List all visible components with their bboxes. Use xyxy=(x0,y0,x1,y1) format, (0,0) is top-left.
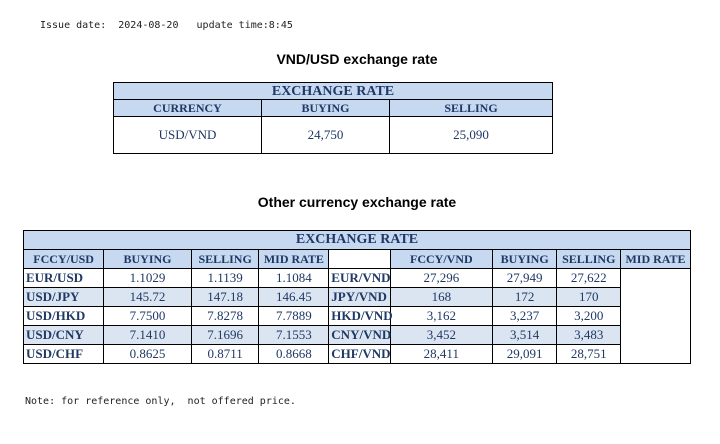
vnd-mid-rate-cell: 170 xyxy=(556,287,622,307)
right-buying-header: BUYING xyxy=(491,249,558,269)
issue-date-line: Issue date: 2024-08-20 update time:8:45 xyxy=(40,20,293,31)
exchange-rate-band: EXCHANGE RATE xyxy=(113,81,553,101)
vnd-pair-cell: CNY/VND xyxy=(328,325,391,345)
vnd-selling-cell: 3,237 xyxy=(491,306,558,326)
table-row: USD/HKD 7.7500 7.8278 7.7889 HKD/VND 3,162 3,2… xyxy=(22,306,691,326)
buying-cell: 24,750 xyxy=(261,116,390,154)
selling-cell: 25,090 xyxy=(389,116,553,154)
vnd-buying-cell: 27,296 xyxy=(389,268,493,288)
vnd-selling-cell: 172 xyxy=(491,287,558,307)
vnd-mid-rate-cell: 28,751 xyxy=(556,344,622,364)
fccy-vnd-header: FCCY/VND xyxy=(389,249,493,269)
right-selling-header: SELLING xyxy=(556,249,622,269)
usd-selling-cell: 7.1696 xyxy=(190,325,260,345)
table-row: USD/CHF 0.8625 0.8711 0.8668 CHF/VND 28,411 29… xyxy=(22,344,691,364)
usd-mid-rate-cell: 7.7889 xyxy=(258,306,330,326)
vnd-pair-cell: CHF/VND xyxy=(328,344,391,364)
reference-note: Note: for reference only, not offered pr… xyxy=(25,396,296,407)
vnd-mid-rate-cell: 3,200 xyxy=(556,306,622,326)
usd-buying-cell: 7.7500 xyxy=(103,306,192,326)
vnd-selling-cell: 27,949 xyxy=(491,268,558,288)
other-currency-title: Other currency exchange rate xyxy=(257,194,457,210)
left-selling-header: SELLING xyxy=(190,249,260,269)
left-buying-header: BUYING xyxy=(103,249,192,269)
buying-header: BUYING xyxy=(261,99,390,118)
vnd-usd-rate-table: EXCHANGE RATE CURRENCY BUYING SELLING US… xyxy=(113,81,553,154)
usd-buying-cell: 145.72 xyxy=(103,287,192,307)
usd-buying-cell: 7.1410 xyxy=(103,325,192,345)
usd-pair-cell: USD/CHF xyxy=(22,344,105,364)
usd-pair-cell: USD/CNY xyxy=(22,325,105,345)
vnd-mid-rate-cell: 3,483 xyxy=(556,325,622,345)
vnd-pair-cell: EUR/VND xyxy=(328,268,391,288)
usd-pair-cell: USD/HKD xyxy=(22,306,105,326)
usd-buying-cell: 1.1029 xyxy=(103,268,192,288)
vnd-selling-cell: 3,514 xyxy=(491,325,558,345)
usd-buying-cell: 0.8625 xyxy=(103,344,192,364)
usd-selling-cell: 0.8711 xyxy=(190,344,260,364)
vnd-pair-cell: HKD/VND xyxy=(328,306,393,326)
vnd-selling-cell: 29,091 xyxy=(491,344,558,364)
usd-selling-cell: 7.8278 xyxy=(190,306,260,326)
table-row: USD/CNY 7.1410 7.1696 7.1553 CNY/VND 3,452 3,5… xyxy=(22,325,691,345)
currency-cell: USD/VND xyxy=(113,116,262,154)
usd-mid-rate-cell: 0.8668 xyxy=(258,344,330,364)
exchange-rate-band-2: EXCHANGE RATE xyxy=(23,230,691,250)
usd-pair-cell: USD/JPY xyxy=(22,287,105,307)
usd-mid-rate-cell: 146.45 xyxy=(258,287,330,307)
usd-mid-rate-cell: 1.1084 xyxy=(258,268,330,288)
other-currency-rate-table: EXCHANGE RATE FCCY/USD BUYING SELLING MI… xyxy=(22,230,691,364)
usd-selling-cell: 147.18 xyxy=(190,287,260,307)
table-gap xyxy=(328,249,391,269)
fccy-usd-header: FCCY/USD xyxy=(22,249,105,269)
table-row: EUR/USD 1.1029 1.1139 1.1084 EUR/VND 27,296 27… xyxy=(22,268,691,288)
right-mid-rate-header: MID RATE xyxy=(620,249,691,269)
vnd-buying-cell: 168 xyxy=(389,287,493,307)
vnd-usd-title: VND/USD exchange rate xyxy=(276,51,438,67)
table-row: USD/JPY 145.72 147.18 146.45 JPY/VND 168 172 17… xyxy=(22,287,691,307)
usd-selling-cell: 1.1139 xyxy=(190,268,260,288)
vnd-buying-cell: 3,452 xyxy=(389,325,493,345)
left-mid-rate-header: MID RATE xyxy=(258,249,330,269)
vnd-buying-cell: 3,162 xyxy=(389,306,493,326)
selling-header: SELLING xyxy=(389,99,553,118)
vnd-pair-cell: JPY/VND xyxy=(328,287,391,307)
usd-pair-cell: EUR/USD xyxy=(22,268,105,288)
vnd-buying-cell: 28,411 xyxy=(389,344,493,364)
usd-mid-rate-cell: 7.1553 xyxy=(258,325,330,345)
vnd-mid-rate-cell: 27,622 xyxy=(556,268,622,288)
currency-header: CURRENCY xyxy=(113,99,262,118)
